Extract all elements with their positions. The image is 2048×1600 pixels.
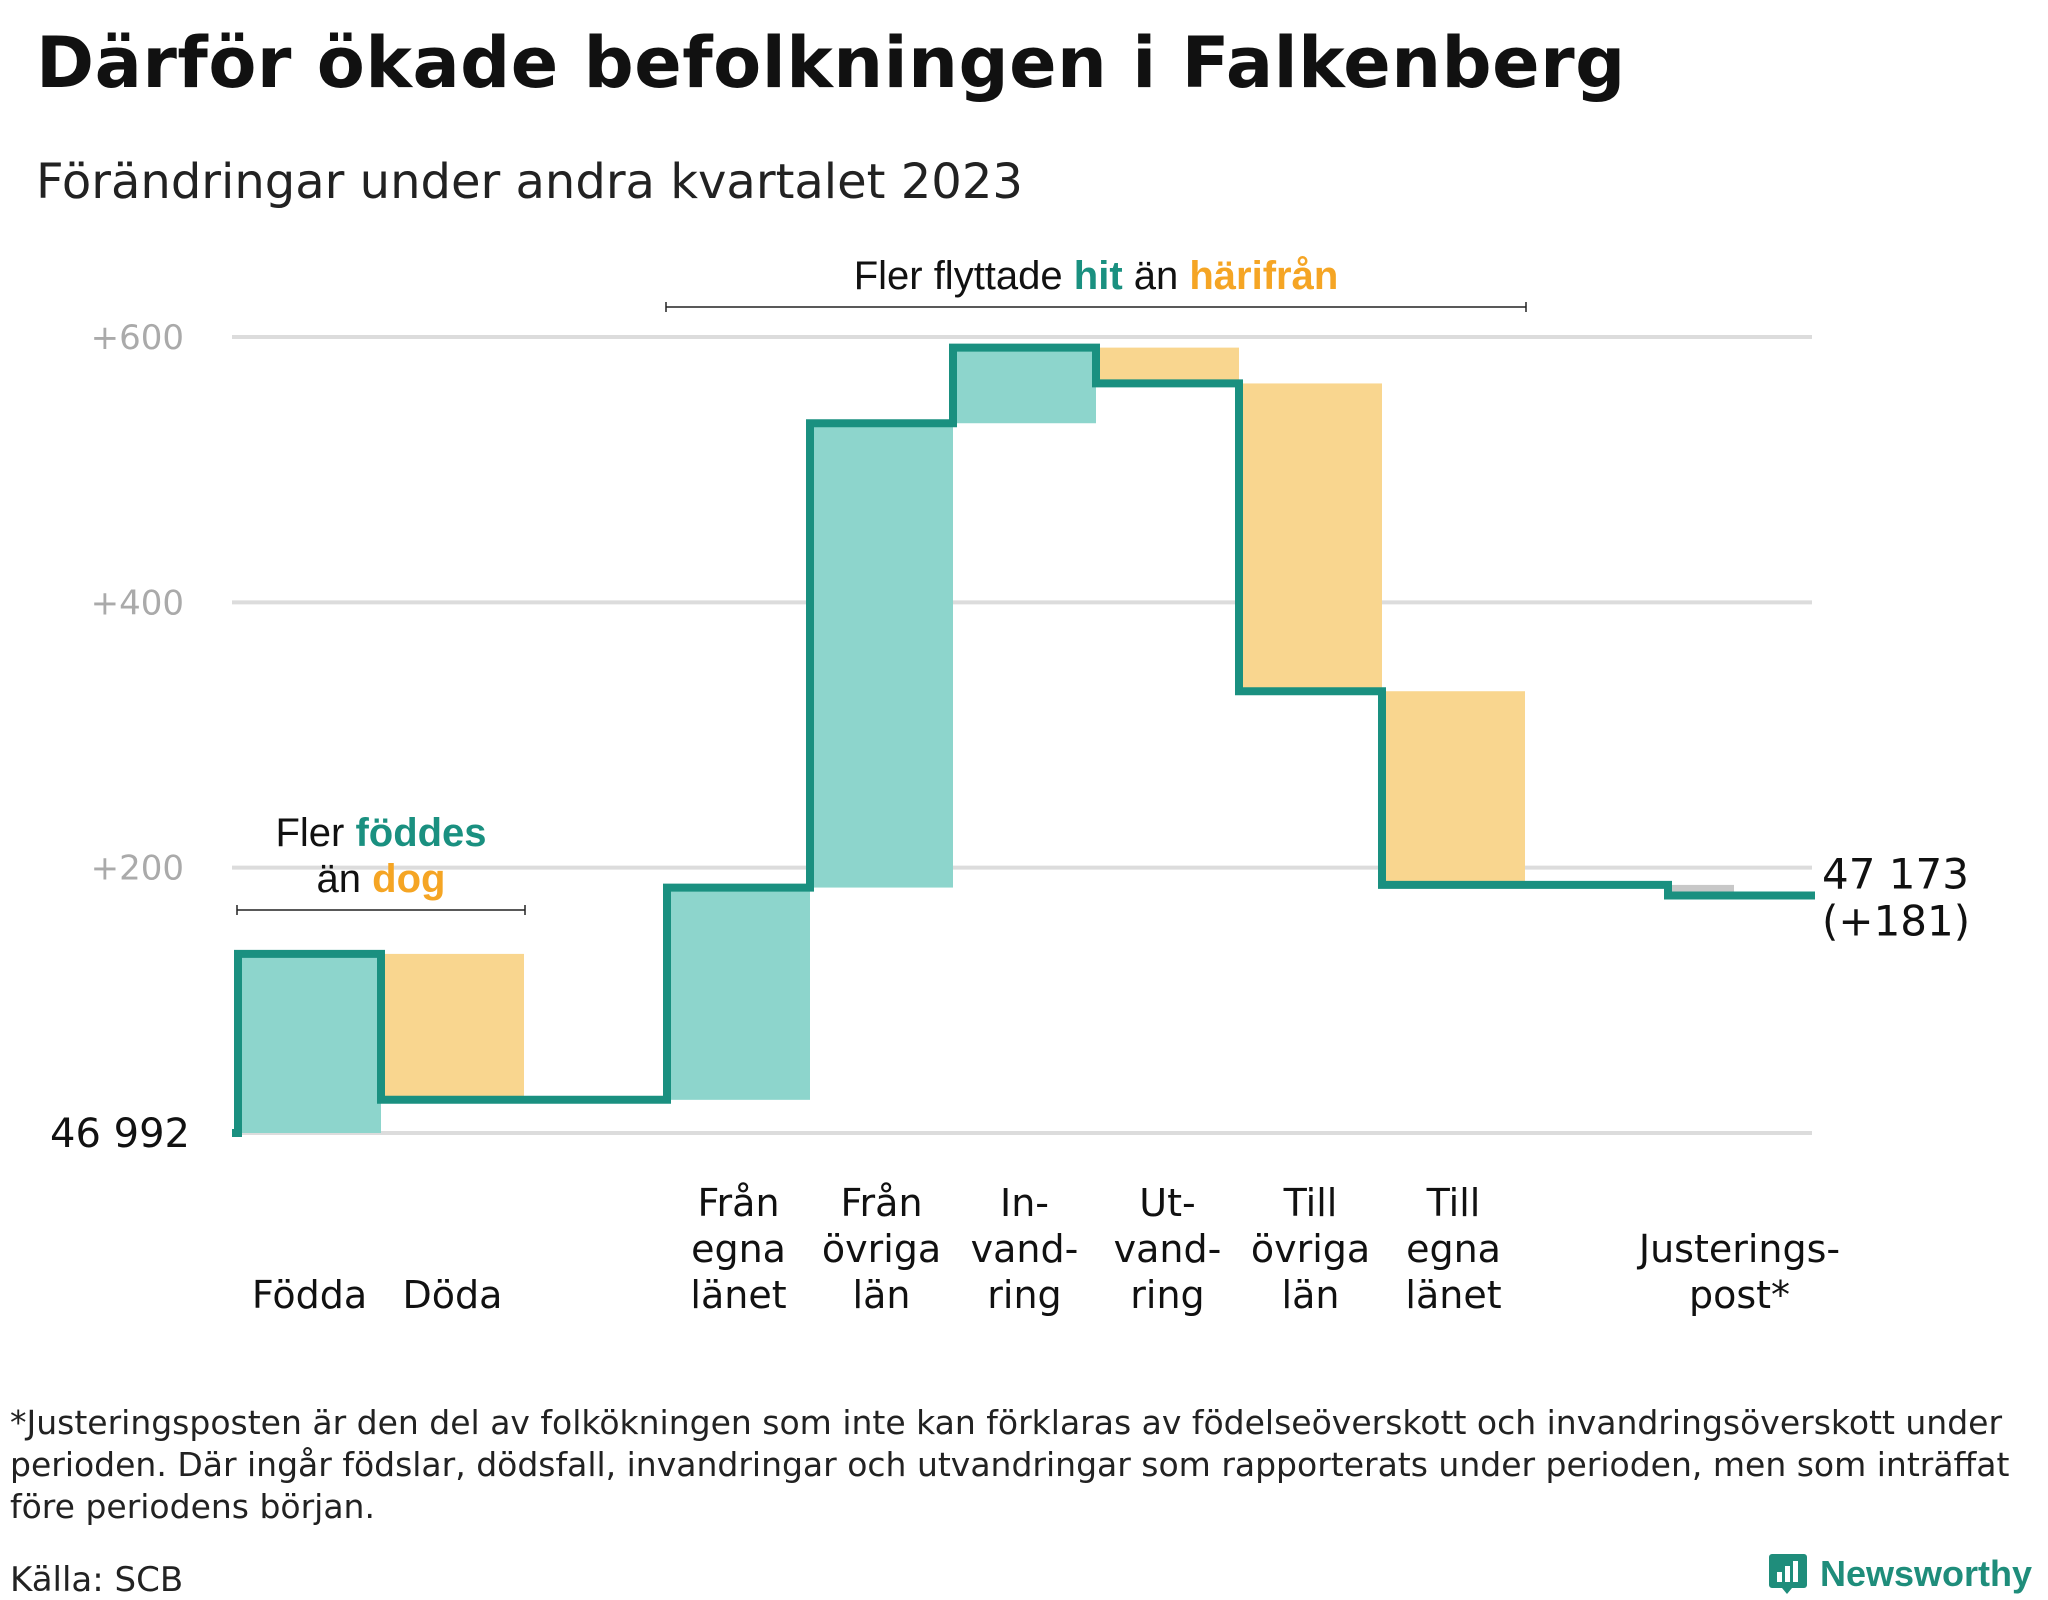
source-label: Källa: SCB xyxy=(10,1560,184,1600)
category-label: ring xyxy=(1130,1273,1204,1317)
annotation-text-plain: än xyxy=(317,857,373,901)
category-label: övriga xyxy=(1251,1227,1370,1271)
bar xyxy=(1096,347,1239,384)
end-value-label: 47 173 xyxy=(1822,850,1969,899)
category-label: Justerings- xyxy=(1637,1227,1840,1271)
category-label: övriga xyxy=(822,1227,941,1271)
annotation-text-plain: än xyxy=(1123,254,1190,298)
end-change-label: (+181) xyxy=(1822,897,1970,946)
bar xyxy=(1239,383,1382,692)
category-label: ring xyxy=(987,1273,1061,1317)
category-label: Födda xyxy=(252,1273,367,1317)
waterfall-chart: +200+400+600 Födda DödaFrånegnalänetFrånö… xyxy=(50,254,1970,1317)
bar xyxy=(238,953,381,1133)
cumulative-step-line xyxy=(232,343,1815,1137)
category-label: län xyxy=(853,1273,911,1317)
category-label: länet xyxy=(1405,1273,1501,1317)
bar xyxy=(1672,884,1734,896)
labels-layer: Födda DödaFrånegnalänetFrånövrigalänIn-va… xyxy=(50,850,1970,1317)
annotation-text-highlight: hit xyxy=(1074,254,1123,298)
bar xyxy=(667,887,810,1100)
bars-layer xyxy=(238,347,1734,1133)
grid-layer: +200 +400 +600 xyxy=(91,318,1812,1135)
chart-title: Därför ökade befolkningen i Falkenberg xyxy=(36,22,1626,104)
bar xyxy=(953,347,1096,424)
category-label: Till xyxy=(1426,1181,1481,1225)
category-label: länet xyxy=(690,1273,786,1317)
line-layer xyxy=(232,343,1815,1137)
start-value-label: 46 992 xyxy=(50,1111,190,1157)
category-label: vand- xyxy=(1114,1227,1222,1271)
category-label: Till xyxy=(1283,1181,1338,1225)
category-label: län xyxy=(1282,1273,1340,1317)
bar xyxy=(810,423,953,888)
chart-subtitle: Förändringar under andra kvartalet 2023 xyxy=(36,154,1023,210)
annotation-text-highlight: härifrån xyxy=(1189,254,1338,298)
annotation-text: Fler flyttade hit än härifrån xyxy=(854,254,1339,298)
annotation-text-plain: Fler xyxy=(275,811,355,855)
annotation-text: än dog xyxy=(317,857,446,901)
footnote: *Justeringsposten är den del av folkökni… xyxy=(10,1403,2010,1526)
bar xyxy=(1382,691,1525,885)
bar xyxy=(381,953,524,1100)
y-tick-label: +200 xyxy=(91,849,184,889)
annotation-text-highlight: föddes xyxy=(355,811,486,855)
category-label: In- xyxy=(1000,1181,1049,1225)
brand[interactable]: Newsworthy xyxy=(1768,1552,2032,1596)
category-label: Ut- xyxy=(1139,1181,1195,1225)
y-tick-label: +600 xyxy=(91,318,184,358)
newsworthy-logo-icon xyxy=(1769,1554,1807,1594)
annotation-text-plain: Fler flyttade xyxy=(854,254,1074,298)
category-label: Döda xyxy=(403,1273,503,1317)
category-label: Från xyxy=(840,1181,922,1225)
category-label: Från xyxy=(697,1181,779,1225)
brand-name: Newsworthy xyxy=(1820,1553,2033,1594)
annotation-text: Fler föddes xyxy=(275,811,486,855)
category-label: egna xyxy=(1406,1227,1501,1271)
y-tick-label: +400 xyxy=(91,583,184,623)
annotation-text-highlight: dog xyxy=(372,857,445,901)
category-label: post* xyxy=(1689,1273,1790,1317)
category-label: egna xyxy=(691,1227,786,1271)
category-label: vand- xyxy=(971,1227,1079,1271)
